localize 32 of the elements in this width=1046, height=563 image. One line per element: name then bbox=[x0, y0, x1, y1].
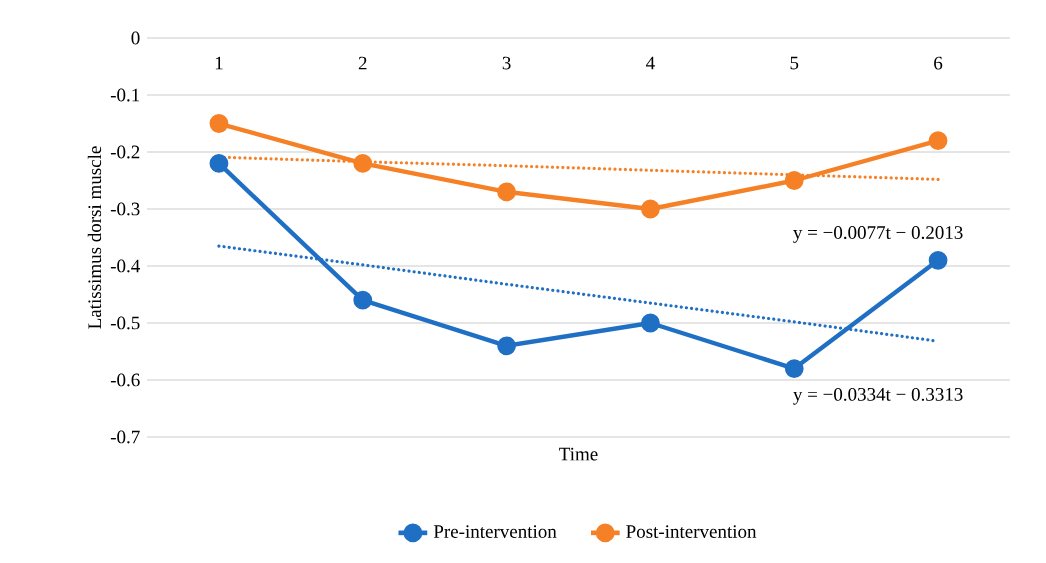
point bbox=[209, 114, 229, 133]
x-tick-label: 1 bbox=[215, 56, 223, 70]
point bbox=[641, 199, 660, 219]
y-tick-label: -0.4 bbox=[110, 259, 140, 273]
y-axis-title: Latissimus dorsi muscle bbox=[87, 146, 102, 329]
point bbox=[353, 290, 373, 310]
y-tick-label: 0 bbox=[131, 31, 140, 45]
x-tick-label: 6 bbox=[934, 56, 943, 70]
annotation: y = −0.0077t − 0.2013 bbox=[793, 226, 963, 243]
x-tick-label: 4 bbox=[646, 56, 655, 70]
point bbox=[784, 359, 804, 378]
point bbox=[784, 171, 804, 190]
y-tick-label: -0.2 bbox=[110, 145, 140, 159]
x-axis-title: Time bbox=[559, 447, 598, 461]
point bbox=[641, 313, 660, 333]
point bbox=[209, 154, 229, 173]
point bbox=[928, 131, 948, 151]
y-tick-label: -0.5 bbox=[110, 316, 140, 330]
legend-label: Pre-intervention bbox=[433, 525, 557, 538]
legend-label: Post-intervention bbox=[626, 525, 757, 538]
x-tick-label: 2 bbox=[358, 56, 367, 70]
point bbox=[928, 250, 948, 270]
annotation: y = −0.0334t − 0.3313 bbox=[793, 387, 963, 405]
x-tick-label: 5 bbox=[790, 56, 799, 70]
x-tick-label: 3 bbox=[502, 56, 511, 70]
point bbox=[497, 336, 516, 356]
y-tick-label: -0.1 bbox=[110, 88, 140, 102]
point bbox=[497, 182, 516, 202]
y-tick-label: -0.6 bbox=[110, 373, 140, 387]
point bbox=[353, 154, 373, 173]
y-tick-label: -0.7 bbox=[110, 430, 140, 444]
y-tick-label: -0.3 bbox=[110, 202, 140, 216]
